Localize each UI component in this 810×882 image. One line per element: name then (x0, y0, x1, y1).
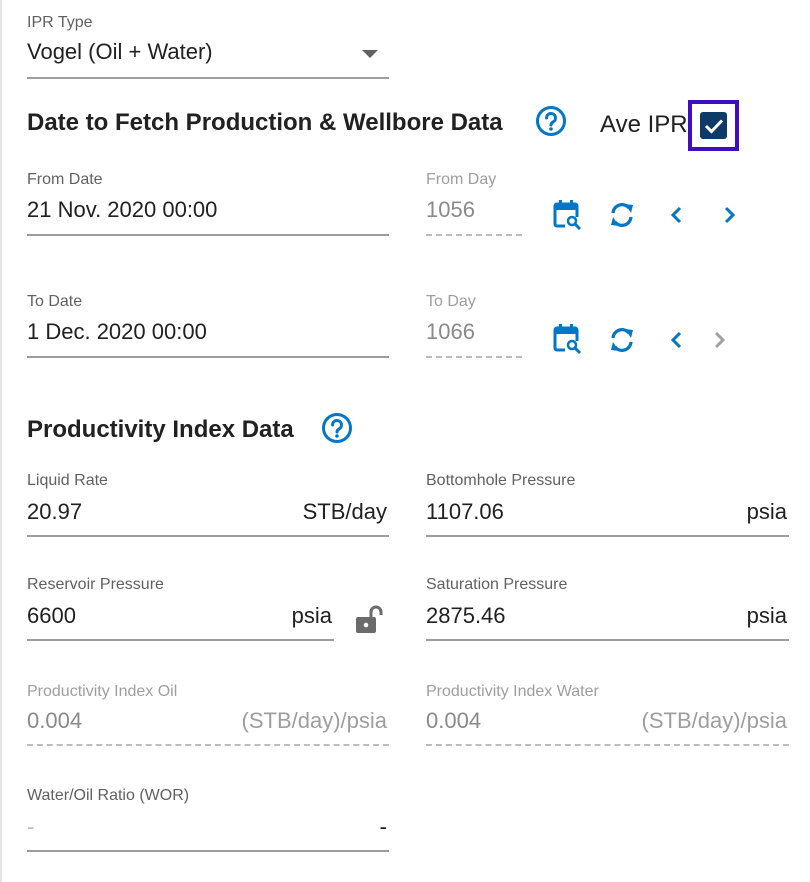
liquid-rate-unit: STB/day (302, 499, 387, 524)
bottomhole-pressure-unit: psia (746, 499, 787, 524)
bottomhole-pressure-label: Bottomhole Pressure (426, 472, 576, 489)
to-day-label: To Day (426, 293, 476, 310)
to-date-label: To Date (27, 293, 83, 310)
help-icon[interactable] (321, 412, 353, 444)
pi-oil-label: Productivity Index Oil (27, 683, 178, 700)
previous-day-icon[interactable] (666, 328, 686, 352)
reservoir-pressure-unit: psia (291, 603, 332, 628)
wor-underline (27, 850, 389, 852)
from-day-input: 1056 (426, 197, 475, 222)
ave-ipr-checkbox[interactable] (688, 100, 739, 151)
next-day-icon[interactable] (720, 203, 740, 227)
ipr-type-underline (27, 77, 389, 79)
wor-unit: - (379, 814, 387, 839)
saturation-pressure-input[interactable]: 2875.46 (426, 603, 506, 628)
saturation-pressure-unit: psia (746, 603, 787, 628)
from-date-underline (27, 234, 389, 236)
unlock-icon[interactable] (353, 603, 385, 635)
pi-oil-input: 0.004 (27, 708, 83, 733)
pi-section-title: Productivity Index Data (27, 416, 294, 443)
previous-day-icon[interactable] (666, 203, 686, 227)
from-date-input[interactable]: 21 Nov. 2020 00:00 (27, 197, 218, 222)
next-day-icon-disabled (710, 328, 730, 352)
sync-icon[interactable] (606, 200, 638, 230)
check-icon (700, 112, 727, 139)
to-day-underline (426, 356, 522, 358)
to-day-input: 1066 (426, 319, 475, 344)
saturation-pressure-underline (426, 639, 789, 641)
saturation-pressure-label: Saturation Pressure (426, 576, 568, 593)
sync-icon[interactable] (606, 325, 638, 355)
liquid-rate-underline (27, 535, 389, 537)
from-day-underline (426, 234, 522, 236)
pi-water-input: 0.004 (426, 708, 482, 733)
help-icon[interactable] (535, 105, 567, 137)
ipr-type-select[interactable]: Vogel (Oil + Water) (27, 39, 213, 64)
bottomhole-pressure-input[interactable]: 1107.06 (426, 499, 504, 524)
from-day-label: From Day (426, 171, 497, 188)
pi-oil-unit: (STB/day)/psia (241, 708, 388, 733)
bottomhole-pressure-underline (426, 535, 789, 537)
dropdown-arrow-icon[interactable] (360, 46, 380, 62)
reservoir-pressure-input[interactable]: 6600 (27, 603, 76, 628)
from-date-label: From Date (27, 171, 103, 188)
liquid-rate-input[interactable]: 20.97 (27, 499, 83, 524)
wor-input[interactable]: - (27, 814, 35, 839)
reservoir-pressure-label: Reservoir Pressure (27, 576, 164, 593)
reservoir-pressure-underline (27, 639, 334, 641)
ipr-type-label: IPR Type (27, 14, 93, 31)
calendar-search-icon[interactable] (552, 323, 584, 355)
pi-water-unit: (STB/day)/psia (641, 708, 788, 733)
to-date-underline (27, 356, 389, 358)
liquid-rate-label: Liquid Rate (27, 472, 108, 489)
pi-oil-underline (27, 744, 389, 746)
pi-water-label: Productivity Index Water (426, 683, 599, 700)
calendar-search-icon[interactable] (552, 199, 584, 231)
ave-ipr-label: Ave IPR (600, 111, 688, 138)
wor-label: Water/Oil Ratio (WOR) (27, 787, 190, 804)
pi-water-underline (426, 744, 789, 746)
to-date-input[interactable]: 1 Dec. 2020 00:00 (27, 319, 207, 344)
fetch-section-title: Date to Fetch Production & Wellbore Data (27, 109, 503, 136)
